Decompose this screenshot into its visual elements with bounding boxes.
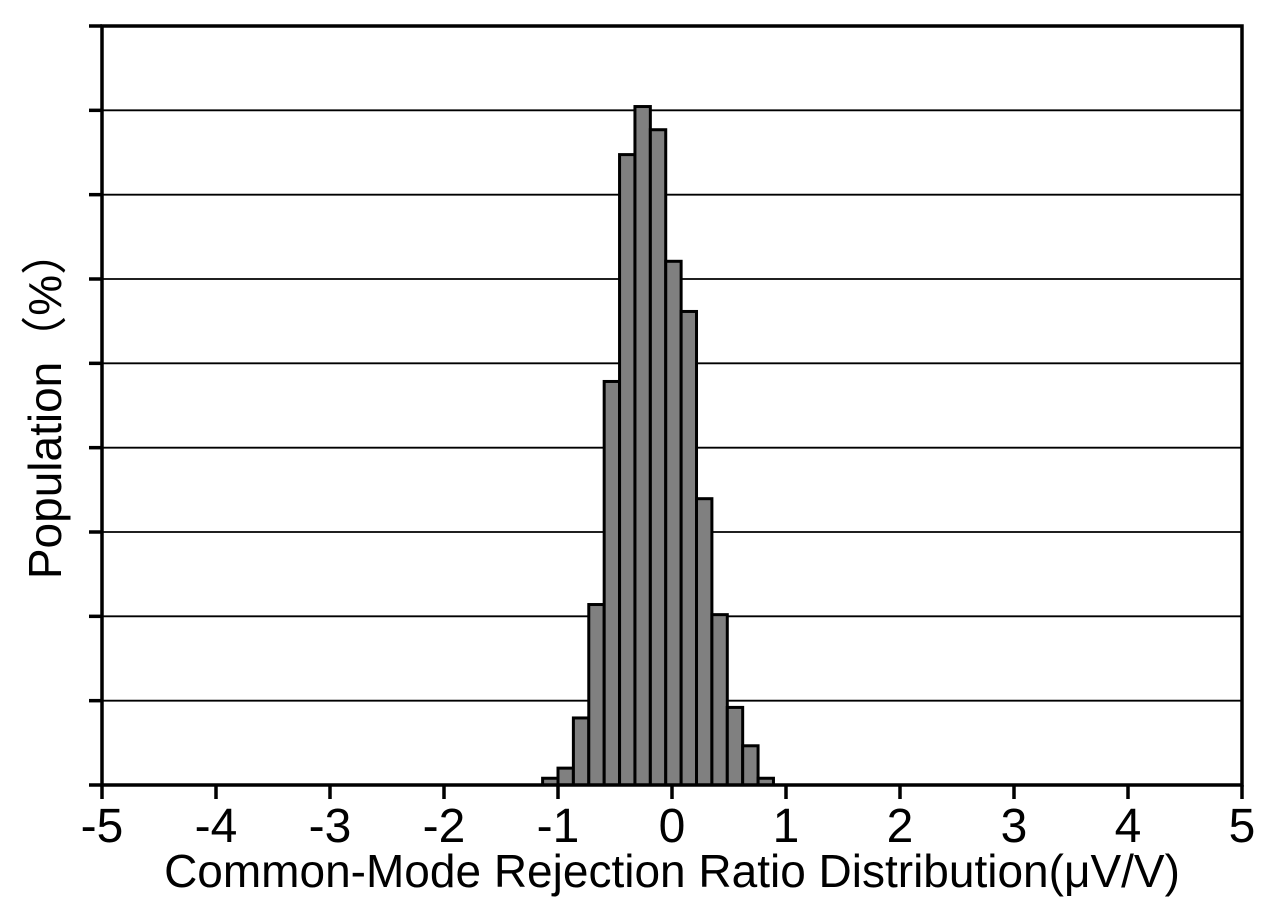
x-tick-label: 2 bbox=[887, 800, 914, 853]
histogram-bar bbox=[571, 716, 591, 787]
histogram-bar bbox=[602, 379, 622, 787]
x-tick-label: -2 bbox=[423, 800, 466, 853]
x-axis-label: Common-Mode Rejection Ratio Distribution… bbox=[164, 845, 1180, 897]
histogram-bar bbox=[679, 309, 699, 787]
x-tick-label: -5 bbox=[81, 800, 124, 853]
x-tick-label: 0 bbox=[659, 800, 686, 853]
y-axis-label: Population（%） bbox=[19, 228, 71, 580]
x-tick-label: -3 bbox=[309, 800, 352, 853]
x-tick-label: -1 bbox=[537, 800, 580, 853]
histogram-bar bbox=[633, 105, 652, 787]
histogram-bar bbox=[725, 705, 745, 787]
x-tick-label: 3 bbox=[1001, 800, 1028, 853]
histogram-bar bbox=[664, 259, 683, 787]
x-tick-label: 5 bbox=[1229, 800, 1256, 853]
histogram-bar bbox=[695, 497, 714, 787]
histogram-bar bbox=[618, 153, 637, 787]
x-tick-label: -4 bbox=[195, 800, 238, 853]
histogram-bar bbox=[587, 603, 606, 787]
histogram-bar bbox=[741, 744, 760, 787]
histogram-bar bbox=[710, 613, 729, 787]
x-tick-label: 1 bbox=[773, 800, 800, 853]
histogram-bar bbox=[648, 128, 668, 787]
x-tick-label: 4 bbox=[1115, 800, 1142, 853]
histogram-bar bbox=[556, 766, 575, 787]
